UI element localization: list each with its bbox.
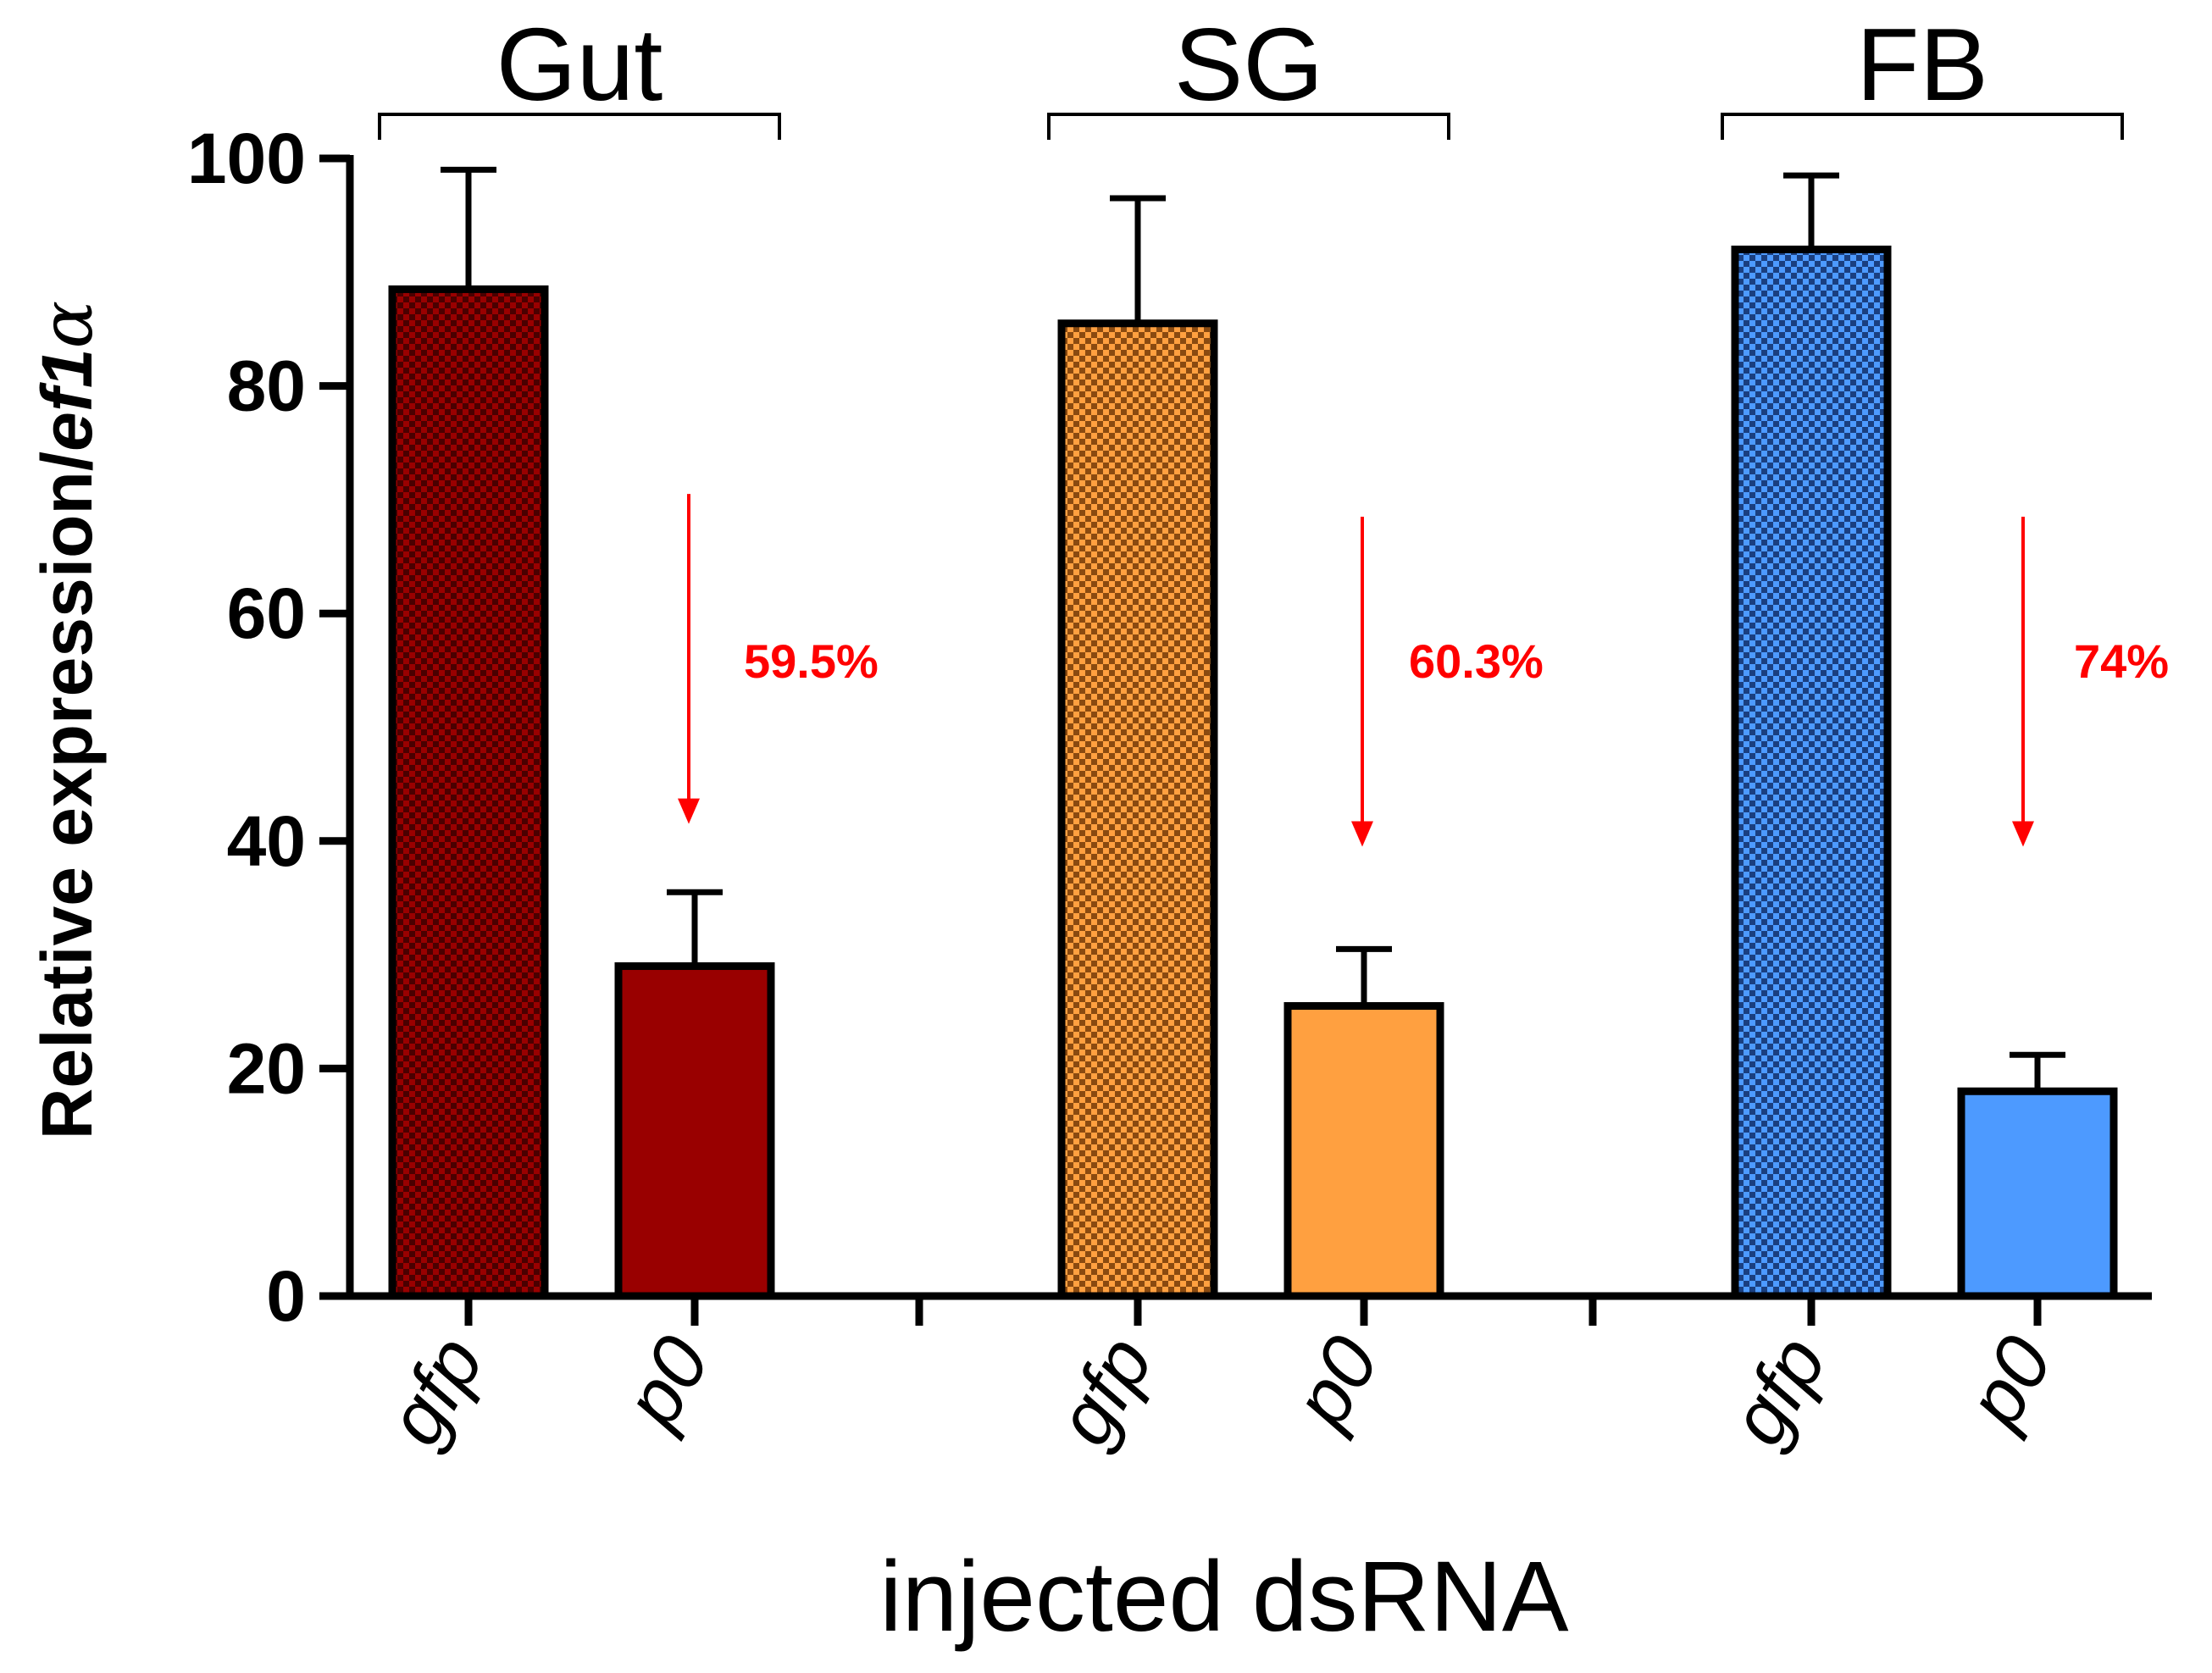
bar-sg-gfp (1057, 319, 1218, 1300)
reduction-arrowhead-sg (1351, 821, 1373, 847)
bar-fb-p0 (1957, 1087, 2118, 1300)
reduction-label-gut: 59.5% (744, 634, 879, 688)
x-tick-label-fb-gfp: gfp (1714, 1322, 1843, 1460)
y-axis-title: Relative expression/ef1α (25, 301, 108, 1140)
y-tick-label: 100 (187, 119, 306, 198)
y-tick-label: 0 (266, 1256, 306, 1336)
axes-layer (319, 113, 2152, 1326)
bar-sg-p0 (1283, 1002, 1444, 1300)
reduction-arrowhead-fb (2012, 821, 2034, 847)
x-axis-title: injected dsRNA (879, 1541, 1569, 1653)
error-bars-layer (441, 166, 2065, 1092)
x-tick-label-sg-gfp: gfp (1040, 1322, 1169, 1460)
bars-layer (388, 245, 2118, 1300)
bar-gut-gfp (388, 285, 549, 1300)
group-bracket-sg (1047, 113, 1450, 140)
reduction-arrowhead-gut (678, 798, 700, 824)
group-label-sg: SG (1174, 7, 1323, 122)
group-label-gut: Gut (496, 7, 663, 122)
y-axis-title-symbol: α (25, 301, 108, 349)
group-label-fb: FB (1856, 7, 1988, 122)
bar-gut-p0 (614, 962, 775, 1300)
reduction-label-sg: 60.3% (1409, 634, 1544, 688)
y-axis-title-gene: ef1 (27, 348, 107, 451)
y-tick-label: 80 (227, 346, 306, 426)
bar-fb-gfp (1731, 245, 1892, 1300)
x-tick-label-gut-gfp: gfp (371, 1322, 500, 1460)
group-bracket-fb (1721, 113, 2124, 140)
reduction-label-fb: 74% (2074, 634, 2169, 688)
x-tick-label-gut-p0: p0 (607, 1322, 726, 1443)
y-axis-title-prefix: Relative expression/ (27, 451, 107, 1139)
y-tick-label: 40 (227, 801, 306, 881)
annotations-layer: 59.5% 60.3% 74% (678, 494, 2169, 847)
y-tick-label: 60 (227, 573, 306, 653)
x-tick-label-fb-p0: p0 (1949, 1322, 2069, 1443)
group-bracket-gut (378, 113, 781, 140)
y-tick-label: 20 (227, 1028, 306, 1108)
x-tick-label-sg-p0: p0 (1276, 1322, 1395, 1443)
